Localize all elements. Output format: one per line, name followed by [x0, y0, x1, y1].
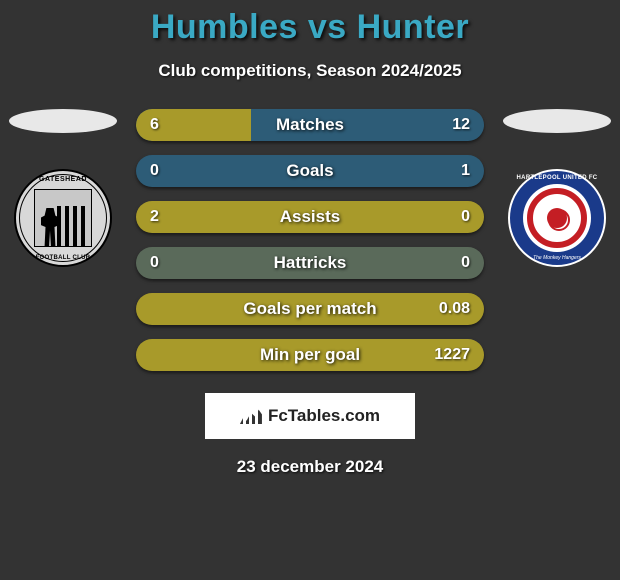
- date-text: 23 december 2024: [0, 457, 620, 477]
- stats-column: 6Matches120Goals12Assists00Hattricks0Goa…: [136, 109, 484, 371]
- left-badge-text-top: GATESHEAD: [16, 176, 110, 183]
- stat-bar: 0Goals1: [136, 155, 484, 187]
- right-badge-text-top: HARTLEPOOL UNITED FC: [510, 175, 604, 181]
- page-subtitle: Club competitions, Season 2024/2025: [0, 61, 620, 81]
- left-badge-text-bottom: FOOTBALL CLUB: [16, 255, 110, 261]
- main-row: GATESHEAD FOOTBALL CLUB 6Matches120Goals…: [0, 109, 620, 371]
- stat-label: Goals: [136, 161, 484, 181]
- gateshead-bars-icon: [57, 206, 87, 246]
- stat-value-right: 0: [461, 208, 470, 226]
- left-player-ellipse: [9, 109, 117, 133]
- page-title: Humbles vs Hunter: [0, 8, 620, 47]
- stat-value-right: 12: [452, 116, 470, 134]
- stat-label: Hattricks: [136, 253, 484, 273]
- right-badge-text-bottom: The Monkey Hangers: [510, 255, 604, 261]
- wheel-hub-icon: [547, 208, 567, 228]
- stat-bar: Min per goal1227: [136, 339, 484, 371]
- stat-label: Matches: [136, 115, 484, 135]
- attribution-box: FcTables.com: [205, 393, 415, 439]
- stat-bar: Goals per match0.08: [136, 293, 484, 325]
- stat-value-right: 0: [461, 254, 470, 272]
- stat-label: Goals per match: [136, 299, 484, 319]
- right-club-badge: HARTLEPOOL UNITED FC The Monkey Hangers: [508, 169, 606, 267]
- stat-label: Min per goal: [136, 345, 484, 365]
- stat-value-right: 1227: [434, 346, 470, 364]
- stat-label: Assists: [136, 207, 484, 227]
- left-club-badge: GATESHEAD FOOTBALL CLUB: [14, 169, 112, 267]
- right-column: HARTLEPOOL UNITED FC The Monkey Hangers: [502, 109, 612, 267]
- stat-value-right: 0.08: [439, 300, 470, 318]
- root: Humbles vs Hunter Club competitions, Sea…: [0, 0, 620, 477]
- stat-bar: 2Assists0: [136, 201, 484, 233]
- right-player-ellipse: [503, 109, 611, 133]
- stat-bar: 0Hattricks0: [136, 247, 484, 279]
- left-column: GATESHEAD FOOTBALL CLUB: [8, 109, 118, 267]
- stat-value-right: 1: [461, 162, 470, 180]
- stat-bar: 6Matches12: [136, 109, 484, 141]
- attribution-text: FcTables.com: [268, 406, 380, 426]
- gateshead-badge-inner: [34, 189, 92, 247]
- chart-icon: [240, 408, 262, 424]
